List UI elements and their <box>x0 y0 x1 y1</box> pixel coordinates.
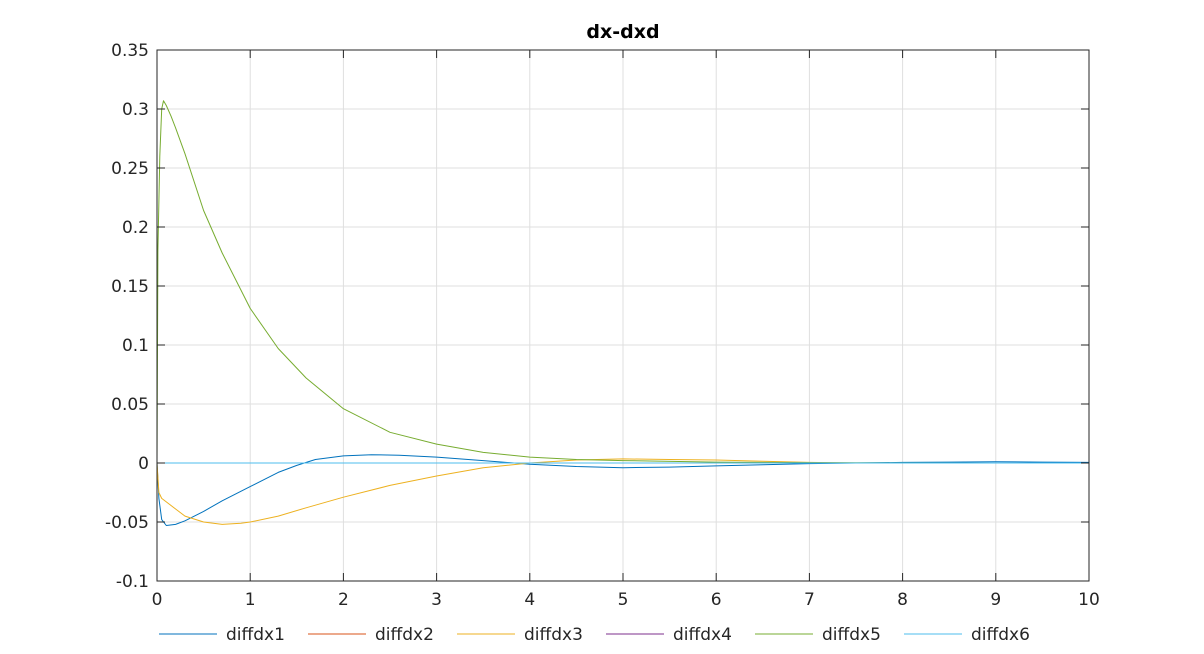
series-layer <box>156 100 1090 526</box>
series-line-diffdx5 <box>156 100 1089 464</box>
x-tick-label: 7 <box>804 590 815 610</box>
x-tick-label: 8 <box>897 590 908 610</box>
x-tick-label: 5 <box>618 590 629 610</box>
x-tick-label: 3 <box>431 590 442 610</box>
legend: diffdx1 diffdx2 diffdx3 diffdx4 diffdx5 diffd… <box>159 625 1030 645</box>
legend-label: diffdx5 <box>822 625 881 645</box>
chart-title: dx-dxd <box>586 21 659 43</box>
y-tick-label: -0.1 <box>116 572 149 592</box>
y-tick-label: 0.3 <box>122 100 149 120</box>
y-tick-label: 0.35 <box>111 41 149 61</box>
legend-label: diffdx2 <box>375 625 434 645</box>
y-tick-label: 0.2 <box>122 218 149 238</box>
x-tick-label: 10 <box>1078 590 1100 610</box>
series-line-diffdx3 <box>156 458 1089 525</box>
y-tick-label: 0.15 <box>111 277 149 297</box>
x-tick-label: 2 <box>338 590 349 610</box>
legend-label: diffdx6 <box>971 625 1030 645</box>
y-tick-label: 0 <box>138 454 149 474</box>
y-tick-label: -0.05 <box>105 513 149 533</box>
y-tick-label: 0.05 <box>111 395 149 415</box>
x-tick-label: 6 <box>711 590 722 610</box>
y-tick-label: 0.1 <box>122 336 149 356</box>
y-tick-label: 0.25 <box>111 159 149 179</box>
legend-label: diffdx1 <box>226 625 285 645</box>
x-tick-label: 0 <box>152 590 163 610</box>
legend-label: diffdx4 <box>673 625 732 645</box>
x-tick-label: 1 <box>245 590 256 610</box>
axes: 0 1 2 3 4 5 6 7 8 9 10 -0.1 -0.05 0 0.05 0.1 0.15 0.2 0.25… <box>105 41 1100 610</box>
legend-label: diffdx3 <box>524 625 583 645</box>
x-tick-label: 9 <box>990 590 1001 610</box>
x-tick-label: 4 <box>524 590 535 610</box>
